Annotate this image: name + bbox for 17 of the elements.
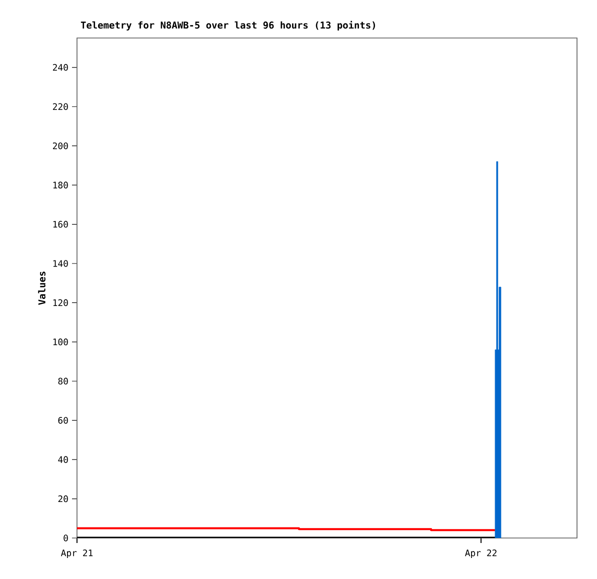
y-axis-title: Values	[38, 272, 46, 305]
y-tick-label: 140	[53, 260, 68, 267]
y-tick-label: 80	[58, 378, 68, 385]
y-tick-label: 20	[58, 495, 68, 502]
y-tick-label: 0	[64, 534, 68, 542]
y-tick-label: 240	[52, 64, 68, 71]
y-tick-label: 220	[52, 103, 68, 110]
y-tick-label: 200	[52, 142, 68, 150]
x-tick-label: Apr 22	[465, 550, 496, 558]
x-tick-label: Apr 21	[60, 550, 93, 558]
y-tick-label: 120	[53, 299, 68, 306]
y-tick-label: 180	[53, 182, 68, 188]
chart-title: Telemetry for N8AWB-5 over last 96 hours (13 points)	[80, 20, 376, 30]
y-tick-label: 100	[53, 338, 68, 346]
y-tick-label: 60	[58, 416, 68, 424]
y-tick-label: 160	[53, 220, 68, 228]
y-tick-label: 40	[58, 456, 68, 463]
